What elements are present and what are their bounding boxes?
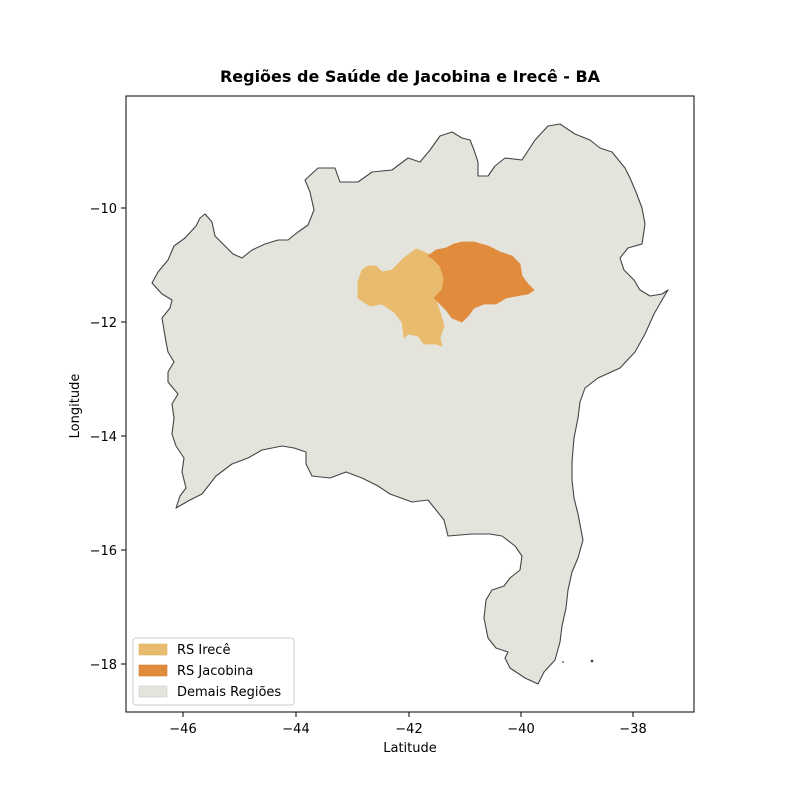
y-axis-label: Longitude bbox=[68, 374, 83, 439]
map-title: Regiões de Saúde de Jacobina e Irecê - B… bbox=[220, 67, 601, 86]
legend-swatch-irece bbox=[138, 643, 168, 656]
y-tick-label: −14 bbox=[90, 430, 117, 445]
y-tick-label: −18 bbox=[90, 658, 117, 673]
region-rs-irece bbox=[357, 248, 445, 347]
island-marker bbox=[590, 659, 594, 663]
legend-box bbox=[132, 637, 295, 706]
legend-label-irece: RS Irecê bbox=[177, 643, 230, 658]
x-axis: −46 −44 −42 −40 −38 Latitude bbox=[169, 712, 647, 756]
y-tick-label: −12 bbox=[90, 316, 117, 331]
x-tick-label: −46 bbox=[169, 722, 196, 737]
bahia-other-regions bbox=[151, 123, 669, 685]
legend: RS Irecê RS Jacobina Demais Regiões bbox=[132, 637, 295, 706]
y-tick-label: −16 bbox=[90, 544, 117, 559]
legend-swatch-jacobina bbox=[138, 664, 168, 677]
legend-label-others: Demais Regiões bbox=[177, 685, 281, 700]
y-axis: −10 −12 −14 −16 −18 Longitude bbox=[68, 202, 126, 673]
x-tick-label: −40 bbox=[507, 722, 534, 737]
legend-label-jacobina: RS Jacobina bbox=[177, 664, 253, 679]
x-axis-label: Latitude bbox=[383, 741, 437, 756]
region-rs-jacobina bbox=[427, 241, 535, 323]
y-tick-label: −10 bbox=[90, 202, 117, 217]
legend-swatch-others bbox=[138, 685, 168, 698]
x-tick-label: −42 bbox=[395, 722, 422, 737]
island-marker bbox=[562, 661, 564, 663]
x-tick-label: −38 bbox=[619, 722, 646, 737]
x-tick-label: −44 bbox=[282, 722, 309, 737]
